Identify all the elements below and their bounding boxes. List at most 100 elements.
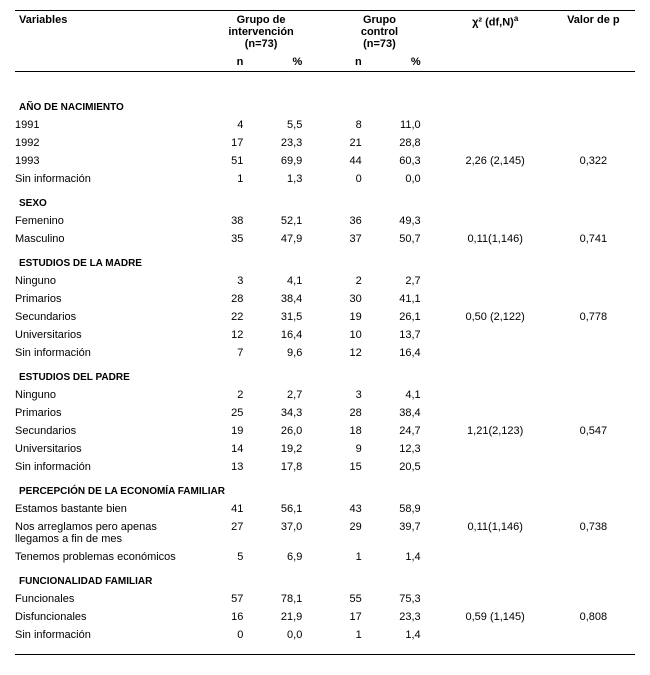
cell-p2: 60,3 [374,152,439,170]
row-label: Disfuncionales [15,608,202,626]
col-chi: χ² (df,N)a [439,11,552,72]
cell-p2: 39,7 [374,518,439,548]
table-row: Primarios2838,43041,1 [15,290,635,308]
cell-p1: 23,3 [255,134,320,152]
table-row: Funcionales5778,15575,3 [15,590,635,608]
p-value: 0,741 [552,230,635,248]
cell-p2: 1,4 [374,548,439,566]
cell-p2: 28,8 [374,134,439,152]
stats-table: Variables Grupo de intervención (n=73) G… [15,10,635,655]
chi-value: 2,26 (2,145) [439,152,552,170]
cell-n2: 15 [320,458,373,476]
table-row: 199145,5811,0 [15,116,635,134]
col-p2: % [374,53,439,72]
table-row: Sin información79,61216,4 [15,344,635,362]
table-row: 19935169,94460,32,26 (2,145)0,322 [15,152,635,170]
cell-n2: 28 [320,404,373,422]
cell-n1: 27 [202,518,256,548]
cell-p1: 4,1 [255,272,320,290]
cell-p1: 31,5 [255,308,320,326]
cell-p2: 20,5 [374,458,439,476]
cell-p1: 0,0 [255,626,320,644]
row-label: Tenemos problemas económicos [15,548,202,566]
cell-p1: 47,9 [255,230,320,248]
table-row: Universitarios1216,41013,7 [15,326,635,344]
cell-n1: 57 [202,590,256,608]
row-label: Sin información [15,344,202,362]
col-group-ctl: Grupo control (n=73) [320,11,438,54]
row-label: Ninguno [15,386,202,404]
chi-value: 0,11(1,146) [439,230,552,248]
cell-p2: 11,0 [374,116,439,134]
section-title: PERCEPCIÓN DE LA ECONOMÍA FAMILIAR [15,476,635,500]
cell-p1: 16,4 [255,326,320,344]
col-n1: n [202,53,256,72]
row-label: Estamos bastante bien [15,500,202,518]
p-value: 0,322 [552,152,635,170]
cell-n2: 36 [320,212,373,230]
cell-p2: 49,3 [374,212,439,230]
cell-p2: 12,3 [374,440,439,458]
table-row: Ninguno34,122,7 [15,272,635,290]
row-label: Universitarios [15,326,202,344]
cell-n2: 17 [320,608,373,626]
cell-p2: 4,1 [374,386,439,404]
cell-p2: 41,1 [374,290,439,308]
cell-p1: 21,9 [255,608,320,626]
cell-n2: 1 [320,626,373,644]
cell-p2: 38,4 [374,404,439,422]
row-label: Universitarios [15,440,202,458]
cell-n2: 43 [320,500,373,518]
table-row: Estamos bastante bien4156,14358,9 [15,500,635,518]
cell-p1: 5,5 [255,116,320,134]
cell-p2: 0,0 [374,170,439,188]
cell-p1: 1,3 [255,170,320,188]
cell-p1: 19,2 [255,440,320,458]
cell-n2: 18 [320,422,373,440]
table-row: Universitarios1419,2912,3 [15,440,635,458]
row-label: 1992 [15,134,202,152]
cell-n1: 3 [202,272,256,290]
cell-n2: 8 [320,116,373,134]
cell-p2: 75,3 [374,590,439,608]
cell-p1: 34,3 [255,404,320,422]
table-row: Sin información1317,81520,5 [15,458,635,476]
cell-n2: 0 [320,170,373,188]
chi-value: 1,21(2,123) [439,422,552,440]
col-pvalue: Valor de p [552,11,635,72]
col-variables: Variables [15,11,202,72]
row-label: Primarios [15,404,202,422]
p-value: 0,778 [552,308,635,326]
row-label: 1991 [15,116,202,134]
table-row: Femenino3852,13649,3 [15,212,635,230]
cell-p2: 23,3 [374,608,439,626]
row-label: Ninguno [15,272,202,290]
cell-p1: 37,0 [255,518,320,548]
chi-value: 0,59 (1,145) [439,608,552,626]
cell-n1: 16 [202,608,256,626]
cell-p2: 50,7 [374,230,439,248]
cell-p2: 2,7 [374,272,439,290]
table-row: Sin información00,011,4 [15,626,635,644]
row-label: Nos arreglamos pero apenas llegamos a fi… [15,518,202,548]
cell-n1: 14 [202,440,256,458]
section-title: AÑO DE NACIMIENTO [15,92,635,116]
cell-n1: 35 [202,230,256,248]
col-group-int: Grupo de intervención (n=73) [202,11,320,54]
cell-p1: 56,1 [255,500,320,518]
cell-p1: 78,1 [255,590,320,608]
cell-n1: 7 [202,344,256,362]
row-label: Funcionales [15,590,202,608]
cell-p1: 26,0 [255,422,320,440]
cell-n2: 44 [320,152,373,170]
col-p1: % [255,53,320,72]
cell-n2: 1 [320,548,373,566]
cell-n2: 21 [320,134,373,152]
cell-n1: 19 [202,422,256,440]
cell-n1: 17 [202,134,256,152]
cell-n1: 22 [202,308,256,326]
cell-n1: 51 [202,152,256,170]
table-body: AÑO DE NACIMIENTO199145,5811,019921723,3… [15,72,635,655]
p-value: 0,547 [552,422,635,440]
cell-p2: 58,9 [374,500,439,518]
